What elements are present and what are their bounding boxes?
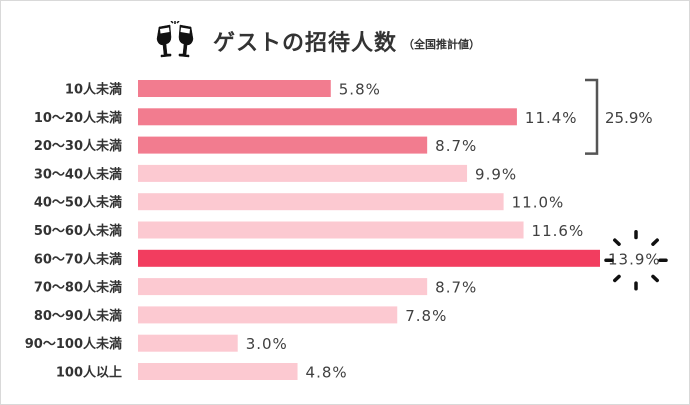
value-label: 5.8% xyxy=(339,81,381,99)
category-label: 70～80人未満 xyxy=(34,280,122,296)
category-label: 20～30人未満 xyxy=(34,138,122,154)
emphasis-sparkle xyxy=(604,230,668,291)
value-label: 13.9% xyxy=(608,250,661,268)
bar xyxy=(138,306,398,324)
value-label: 11.6% xyxy=(532,222,585,240)
category-label: 10人未満 xyxy=(65,82,122,98)
category-label: 40～50人未満 xyxy=(34,195,122,211)
value-label: 7.8% xyxy=(405,307,447,325)
bar xyxy=(138,136,428,154)
bar xyxy=(138,193,504,211)
bar xyxy=(138,108,517,126)
category-label: 80～90人未満 xyxy=(34,308,122,324)
chart-subtitle: （全国推計値） xyxy=(403,38,481,51)
value-label: 8.7% xyxy=(435,279,477,297)
value-label: 4.8% xyxy=(306,364,348,382)
sparkle-ray xyxy=(613,274,621,283)
bar xyxy=(138,164,468,182)
bar xyxy=(138,363,298,380)
chart-header: ゲストの招待人数 （全国推計値） xyxy=(151,21,480,61)
category-label: 30～40人未満 xyxy=(34,166,122,182)
value-label: 8.7% xyxy=(435,137,477,155)
sparkle-ray xyxy=(613,238,621,246)
sparkle-ray xyxy=(651,274,659,283)
value-label: 11.4% xyxy=(525,109,578,127)
value-label: 9.9% xyxy=(475,165,517,183)
category-label: 50～60人未満 xyxy=(34,223,122,239)
bar xyxy=(138,80,331,97)
category-label: 100人以上 xyxy=(56,365,122,381)
bar xyxy=(138,249,600,267)
group-bracket xyxy=(585,78,599,155)
group-total-label: 25.9% xyxy=(605,109,653,127)
value-label: 11.0% xyxy=(512,194,565,212)
bar xyxy=(138,221,524,239)
bar xyxy=(138,278,428,296)
chart-title: ゲストの招待人数 xyxy=(213,31,398,56)
sparkle-ray xyxy=(651,238,659,246)
bar xyxy=(138,334,238,352)
value-label: 3.0% xyxy=(246,335,288,353)
category-label: 60～70人未満 xyxy=(34,251,122,267)
category-label: 90～100人未満 xyxy=(25,336,122,352)
category-label: 10～20人未満 xyxy=(34,110,122,126)
champagne-glasses-icon xyxy=(156,21,194,58)
